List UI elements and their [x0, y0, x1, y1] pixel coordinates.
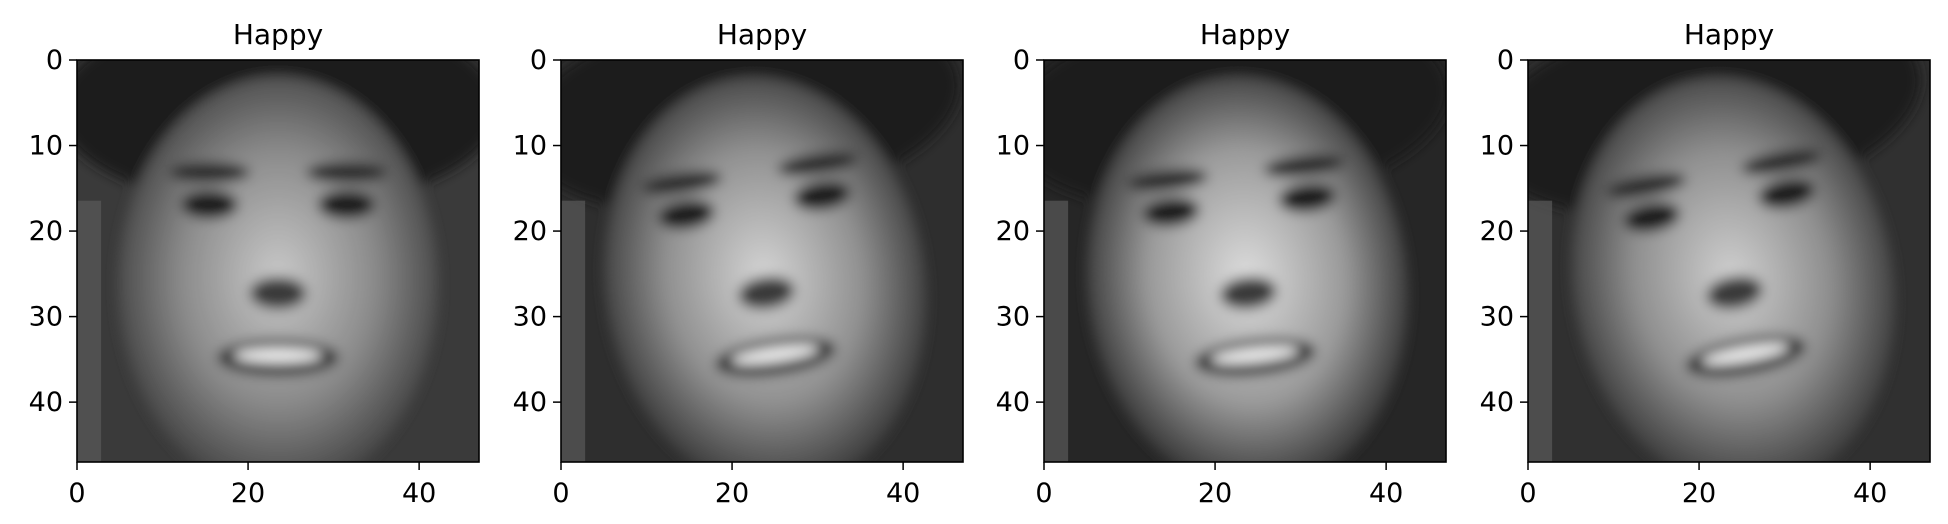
y-tick-label: 10 [513, 131, 547, 162]
y-tick-label: 40 [1480, 387, 1514, 418]
x-tick-label: 20 [1198, 478, 1232, 509]
panel-title: Happy [717, 18, 807, 51]
y-tick-label: 0 [46, 45, 63, 76]
y-tick-label: 0 [1497, 45, 1514, 76]
y-tick-label: 20 [29, 216, 63, 247]
x-tick-label: 40 [886, 478, 920, 509]
x-tick-label: 40 [1853, 478, 1887, 509]
y-tick-label: 20 [1480, 216, 1514, 247]
panel-4: Happy 0 20 40 0 10 20 30 40 [1467, 0, 1948, 524]
y-tick-label: 40 [29, 387, 63, 418]
panel-3: Happy 0 20 40 0 10 20 30 40 [996, 0, 1490, 516]
x-tick-label: 0 [552, 478, 569, 509]
x-tick-label: 0 [1519, 478, 1536, 509]
y-tick-label: 30 [1480, 302, 1514, 333]
x-tick-label: 20 [715, 478, 749, 509]
y-tick-label: 30 [996, 302, 1030, 333]
face-image [508, 0, 1014, 523]
x-tick-label: 0 [68, 478, 85, 509]
y-tick-label: 20 [513, 216, 547, 247]
y-tick-label: 30 [29, 302, 63, 333]
x-tick-label: 20 [1682, 478, 1716, 509]
y-tick-label: 20 [996, 216, 1030, 247]
face-image [57, 8, 499, 494]
x-tick-label: 40 [1369, 478, 1403, 509]
panel-title: Happy [233, 18, 323, 51]
x-tick-label: 0 [1035, 478, 1052, 509]
y-tick-label: 0 [1013, 45, 1030, 76]
panel-2: Happy 0 20 40 0 10 20 30 40 [508, 0, 1014, 523]
panel-1: Happy 0 20 40 0 10 20 30 40 [29, 8, 499, 509]
face-image [1467, 0, 1948, 524]
y-tick-label: 30 [513, 302, 547, 333]
y-tick-label: 40 [513, 387, 547, 418]
y-tick-label: 10 [996, 131, 1030, 162]
y-tick-label: 10 [29, 131, 63, 162]
face-image [999, 0, 1490, 516]
y-tick-label: 0 [530, 45, 547, 76]
panel-title: Happy [1684, 18, 1774, 51]
y-tick-label: 40 [996, 387, 1030, 418]
x-tick-label: 20 [231, 478, 265, 509]
x-tick-label: 40 [402, 478, 436, 509]
panel-title: Happy [1200, 18, 1290, 51]
y-tick-label: 10 [1480, 131, 1514, 162]
